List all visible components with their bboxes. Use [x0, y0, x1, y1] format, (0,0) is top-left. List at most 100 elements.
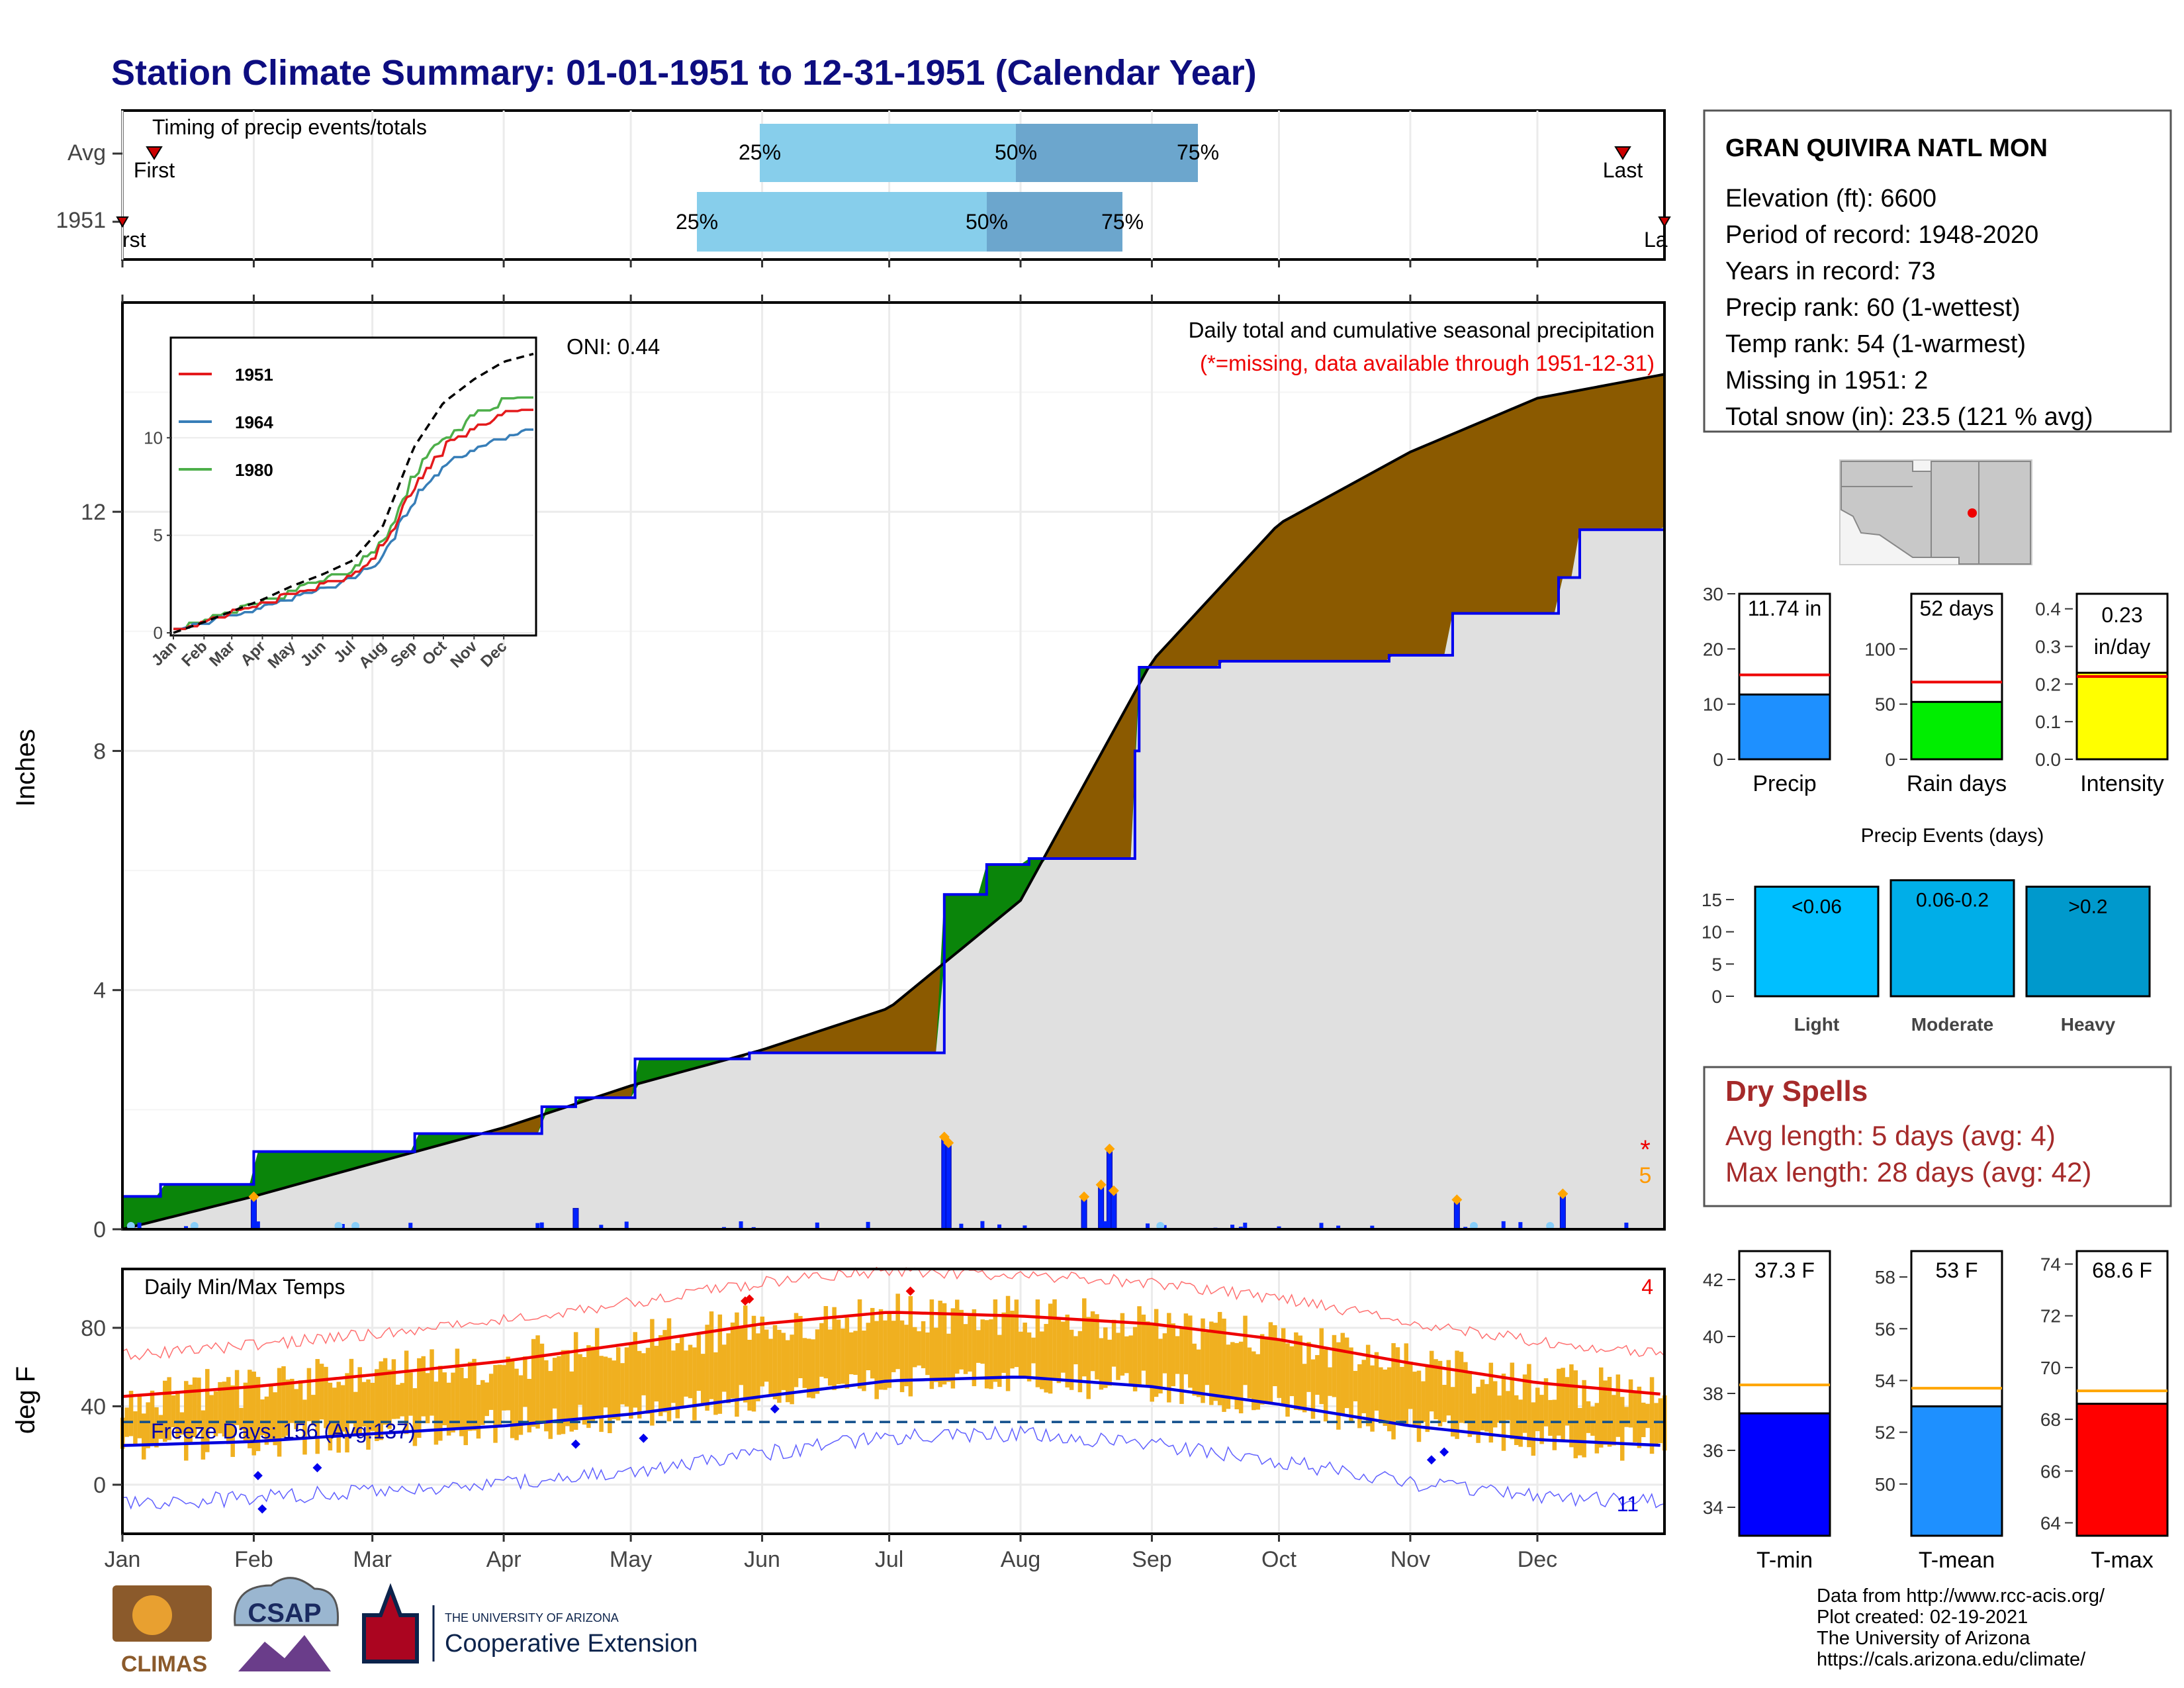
daily-temp-bar	[446, 1382, 451, 1436]
daily-temp-bar	[488, 1374, 494, 1410]
footer-line-url: https://cals.arizona.edu/climate/	[1817, 1649, 2086, 1670]
inset-y-tick-label: 0	[154, 623, 163, 643]
daily-temp-bar	[412, 1388, 418, 1446]
events-bar-moderate	[1889, 879, 2015, 998]
daily-temp-bar	[1437, 1360, 1443, 1427]
daily-temp-bar	[1086, 1317, 1091, 1399]
daily-temp-bar	[1518, 1399, 1523, 1447]
daily-temp-bar	[1391, 1343, 1396, 1440]
daily-precip-bar	[1319, 1223, 1324, 1229]
station-info-box: GRAN QUIVIRA NATL MON Elevation (ft): 66…	[1703, 109, 2172, 433]
tmax-value: 68.6 F	[2092, 1258, 2152, 1282]
daily-temp-bar	[518, 1375, 523, 1435]
daily-temp-bar	[785, 1340, 790, 1403]
climas-logo-sun	[132, 1595, 172, 1635]
daily-temp-bar	[472, 1358, 477, 1431]
daily-temp-bar	[1510, 1362, 1515, 1440]
tmin-tick-label: 40	[1703, 1327, 1723, 1347]
daily-precip-bar	[624, 1221, 629, 1229]
daily-temp-bar	[984, 1320, 989, 1389]
daily-temp-bar	[569, 1371, 574, 1432]
csap-logo-text: CSAP	[248, 1599, 321, 1628]
timing-avg-25-50-bar	[760, 124, 1016, 182]
daily-temp-bar	[251, 1372, 256, 1456]
daily-precip-bar	[340, 1224, 345, 1229]
timing-1951-first-label: rst	[122, 228, 146, 252]
daily-temp-bar	[721, 1344, 727, 1392]
daily-temp-bar	[917, 1331, 921, 1366]
daily-temp-bar	[188, 1384, 193, 1444]
station-line-elevation: Elevation (ft): 6600	[1725, 185, 1936, 212]
daily-temp-bar	[1167, 1313, 1171, 1403]
daily-temp-bar	[1404, 1343, 1409, 1426]
daily-temp-bar	[1175, 1336, 1180, 1374]
daily-temp-bar	[1201, 1318, 1205, 1403]
precip-bar	[1738, 693, 1831, 761]
daily-precip-marker	[943, 1137, 954, 1149]
daily-temp-bar	[590, 1346, 596, 1422]
daily-temp-bar	[1387, 1367, 1392, 1432]
daily-temp-bar	[895, 1293, 900, 1370]
tmean-tick-label: 56	[1875, 1319, 1895, 1339]
daily-temp-bar	[624, 1347, 629, 1407]
tmin-tick-label: 38	[1703, 1383, 1723, 1404]
daily-temp-bar	[887, 1313, 892, 1388]
daily-temp-bar	[976, 1330, 981, 1363]
daily-temp-bar	[1488, 1362, 1494, 1443]
daily-temp-bar	[523, 1356, 527, 1407]
daily-precip-bar	[572, 1207, 579, 1230]
precip-tick-label: 20	[1703, 639, 1723, 659]
daily-temp-bar	[298, 1380, 303, 1425]
daily-temp-bar	[294, 1389, 298, 1430]
daily-temp-bar	[150, 1390, 155, 1445]
daily-temp-bar	[904, 1325, 909, 1387]
daily-temp-bar	[213, 1391, 218, 1436]
rain_days-bar	[1910, 700, 2003, 761]
temp-low-count: 11	[1617, 1492, 1639, 1516]
daily-temp-bar	[1577, 1407, 1582, 1456]
month-label: Mar	[353, 1547, 392, 1572]
daily-temp-bar	[552, 1358, 557, 1409]
daily-temp-bar	[1615, 1374, 1621, 1437]
daily-temp-bar	[1442, 1385, 1447, 1423]
daily-precip-bar	[1230, 1225, 1235, 1229]
daily-temp-bar	[353, 1391, 358, 1436]
csap-logo-mountains	[238, 1635, 331, 1671]
daily-temp-bar	[848, 1332, 854, 1375]
month-label: Nov	[1390, 1547, 1430, 1572]
daily-temp-bar	[1463, 1362, 1468, 1424]
daily-temp-bar	[1268, 1322, 1273, 1404]
daily-temp-bar	[1217, 1311, 1222, 1405]
month-label: Aug	[1001, 1547, 1041, 1572]
daily-temp-bar	[819, 1323, 824, 1377]
daily-temp-bar	[925, 1332, 930, 1376]
rain_days-tick-label: 100	[1864, 639, 1895, 659]
csap-logo: CSAP	[234, 1577, 340, 1671]
daily-temp-bar	[815, 1329, 820, 1394]
daily-temp-bar	[629, 1342, 633, 1419]
daily-temp-bar	[218, 1382, 222, 1434]
daily-precip-bar	[1518, 1222, 1523, 1229]
inset-y-tick-label: 10	[144, 428, 163, 447]
daily-temp-bar	[239, 1407, 244, 1430]
daily-temp-bar	[1361, 1360, 1367, 1413]
daily-temp-bar	[844, 1317, 850, 1389]
daily-temp-bar	[1429, 1350, 1434, 1412]
daily-temp-bar	[1264, 1336, 1269, 1405]
daily-temp-bar	[675, 1343, 680, 1419]
daily-temp-bar	[1374, 1352, 1379, 1411]
daily-temp-bar	[379, 1361, 383, 1440]
daily-temp-bar	[1095, 1314, 1099, 1380]
daily-temp-bar	[430, 1349, 434, 1416]
daily-temp-bar	[1222, 1318, 1226, 1412]
missing-count: 5	[1639, 1163, 1652, 1188]
intensity-label: Intensity	[2080, 771, 2164, 796]
events-bar-light	[1754, 885, 1880, 998]
daily-temp-bar	[608, 1358, 612, 1434]
precip-events-chart: Precip Events (days) 0 5 10 15 <0.06 Light 0.0…	[1702, 825, 2171, 1035]
daily-precip-bar	[1103, 1221, 1108, 1229]
daily-temp-bar	[1171, 1323, 1175, 1387]
daily-temp-bar	[862, 1331, 866, 1391]
daily-precip-bar	[184, 1226, 189, 1229]
dry-spells-max: Max length: 28 days (avg: 42)	[1725, 1156, 2091, 1188]
